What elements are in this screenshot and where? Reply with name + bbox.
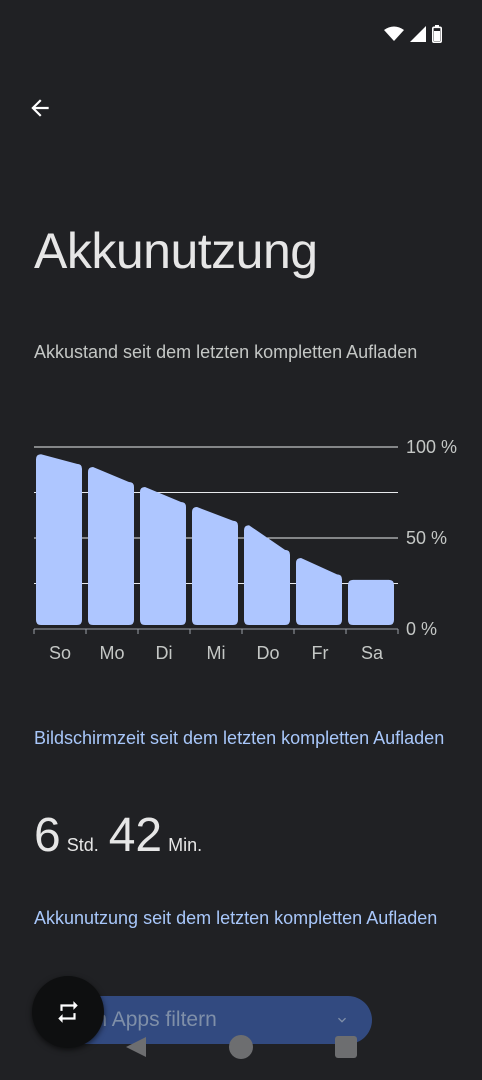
nav-back-icon[interactable] [124, 1035, 148, 1059]
chart-bar-sa [348, 579, 394, 625]
rotate-icon [58, 1001, 78, 1023]
status-bar [384, 22, 442, 46]
screen-time-value: 6 Std. 42 Min. [34, 808, 212, 863]
x-tick-label: Sa [361, 643, 384, 663]
back-arrow-icon [31, 99, 49, 117]
screen-time-hours-unit: Std. [66, 835, 99, 855]
rotate-screen-button[interactable] [32, 976, 104, 1048]
chart-bar-do [244, 525, 290, 625]
y-tick-label: 0 % [406, 619, 437, 639]
nav-recents-button[interactable] [335, 1036, 357, 1058]
screen-time-hours: 6 [34, 809, 61, 862]
signal-icon [410, 26, 426, 42]
chevron-down-icon [338, 1017, 346, 1023]
x-tick-label: Mi [207, 643, 226, 663]
chart-bar-di [140, 487, 186, 625]
screen-time-minutes: 42 [108, 809, 163, 862]
chart-bar-fr [296, 558, 342, 625]
nav-home-button[interactable] [229, 1035, 253, 1059]
chart-caption: Akkustand seit dem letzten kompletten Au… [34, 342, 418, 362]
system-nav-bar [0, 1030, 482, 1064]
x-tick-label: Fr [312, 643, 329, 663]
back-button[interactable] [20, 88, 60, 128]
usage-title: Akkunutzung seit dem letzten kompletten … [34, 908, 438, 928]
screen-time-minutes-unit: Min. [168, 835, 203, 855]
wifi-icon [384, 26, 404, 41]
y-tick-label: 100 % [406, 437, 457, 457]
x-tick-label: Di [156, 643, 173, 663]
battery-level-chart: 100 % 50 % 0 % So Mo Di Mi Do Fr Sa [33, 437, 457, 663]
x-tick-label: Mo [99, 643, 124, 663]
y-tick-label: 50 % [406, 528, 447, 548]
chart-bar-mo [88, 467, 134, 625]
screen-time-title: Bildschirmzeit seit dem letzten komplett… [34, 728, 445, 748]
battery-icon [432, 25, 442, 43]
chart-bar-so [36, 454, 82, 625]
x-tick-label: Do [256, 643, 279, 663]
x-tick-label: So [49, 643, 71, 663]
page-title: Akkunutzung [34, 223, 318, 279]
chart-bar-mi [192, 507, 238, 625]
